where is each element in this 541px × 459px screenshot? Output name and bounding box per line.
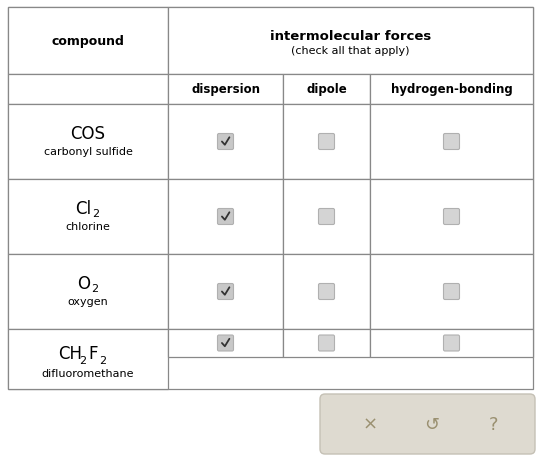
Bar xyxy=(283,179,370,254)
Text: intermolecular forces: intermolecular forces xyxy=(270,30,431,43)
Text: F: F xyxy=(88,344,98,362)
Text: 2: 2 xyxy=(91,284,98,294)
Text: 2: 2 xyxy=(80,355,87,365)
Bar xyxy=(8,75,168,105)
Bar xyxy=(168,254,283,329)
FancyBboxPatch shape xyxy=(217,209,234,225)
FancyBboxPatch shape xyxy=(320,394,535,454)
Text: carbonyl sulfide: carbonyl sulfide xyxy=(44,147,133,157)
Bar xyxy=(8,105,168,179)
Text: difluoromethane: difluoromethane xyxy=(42,368,134,378)
Text: 2: 2 xyxy=(100,355,107,365)
Bar xyxy=(8,329,168,389)
Bar xyxy=(283,105,370,179)
Bar xyxy=(370,329,533,357)
Text: dispersion: dispersion xyxy=(191,84,260,96)
FancyBboxPatch shape xyxy=(444,134,459,150)
Text: oxygen: oxygen xyxy=(68,297,108,307)
Text: CH: CH xyxy=(58,344,82,362)
FancyBboxPatch shape xyxy=(319,284,334,300)
Bar xyxy=(370,179,533,254)
FancyBboxPatch shape xyxy=(319,335,334,351)
FancyBboxPatch shape xyxy=(319,209,334,225)
FancyBboxPatch shape xyxy=(217,284,234,300)
Text: Cl: Cl xyxy=(75,200,91,218)
Text: compound: compound xyxy=(51,35,124,48)
Bar xyxy=(168,75,283,105)
Text: chlorine: chlorine xyxy=(65,222,110,232)
Text: ×: × xyxy=(362,415,378,433)
Bar xyxy=(370,105,533,179)
Bar xyxy=(8,179,168,254)
FancyBboxPatch shape xyxy=(444,284,459,300)
Text: 2: 2 xyxy=(93,209,100,219)
Bar xyxy=(168,8,533,75)
FancyBboxPatch shape xyxy=(319,134,334,150)
FancyBboxPatch shape xyxy=(217,134,234,150)
Bar xyxy=(8,254,168,329)
FancyBboxPatch shape xyxy=(444,335,459,351)
Bar xyxy=(168,329,283,357)
FancyBboxPatch shape xyxy=(444,209,459,225)
Text: (check all that apply): (check all that apply) xyxy=(291,45,410,56)
Bar xyxy=(168,105,283,179)
Bar xyxy=(370,75,533,105)
Bar xyxy=(283,329,370,357)
Bar xyxy=(8,8,168,75)
Text: COS: COS xyxy=(70,125,105,143)
Bar xyxy=(8,8,533,389)
Text: ↺: ↺ xyxy=(424,415,439,433)
Bar xyxy=(283,254,370,329)
Text: ?: ? xyxy=(489,415,498,433)
Bar xyxy=(370,254,533,329)
Text: dipole: dipole xyxy=(306,84,347,96)
Text: O: O xyxy=(77,275,90,293)
Bar xyxy=(283,75,370,105)
Text: hydrogen-bonding: hydrogen-bonding xyxy=(391,84,512,96)
FancyBboxPatch shape xyxy=(217,335,234,351)
Bar xyxy=(168,179,283,254)
